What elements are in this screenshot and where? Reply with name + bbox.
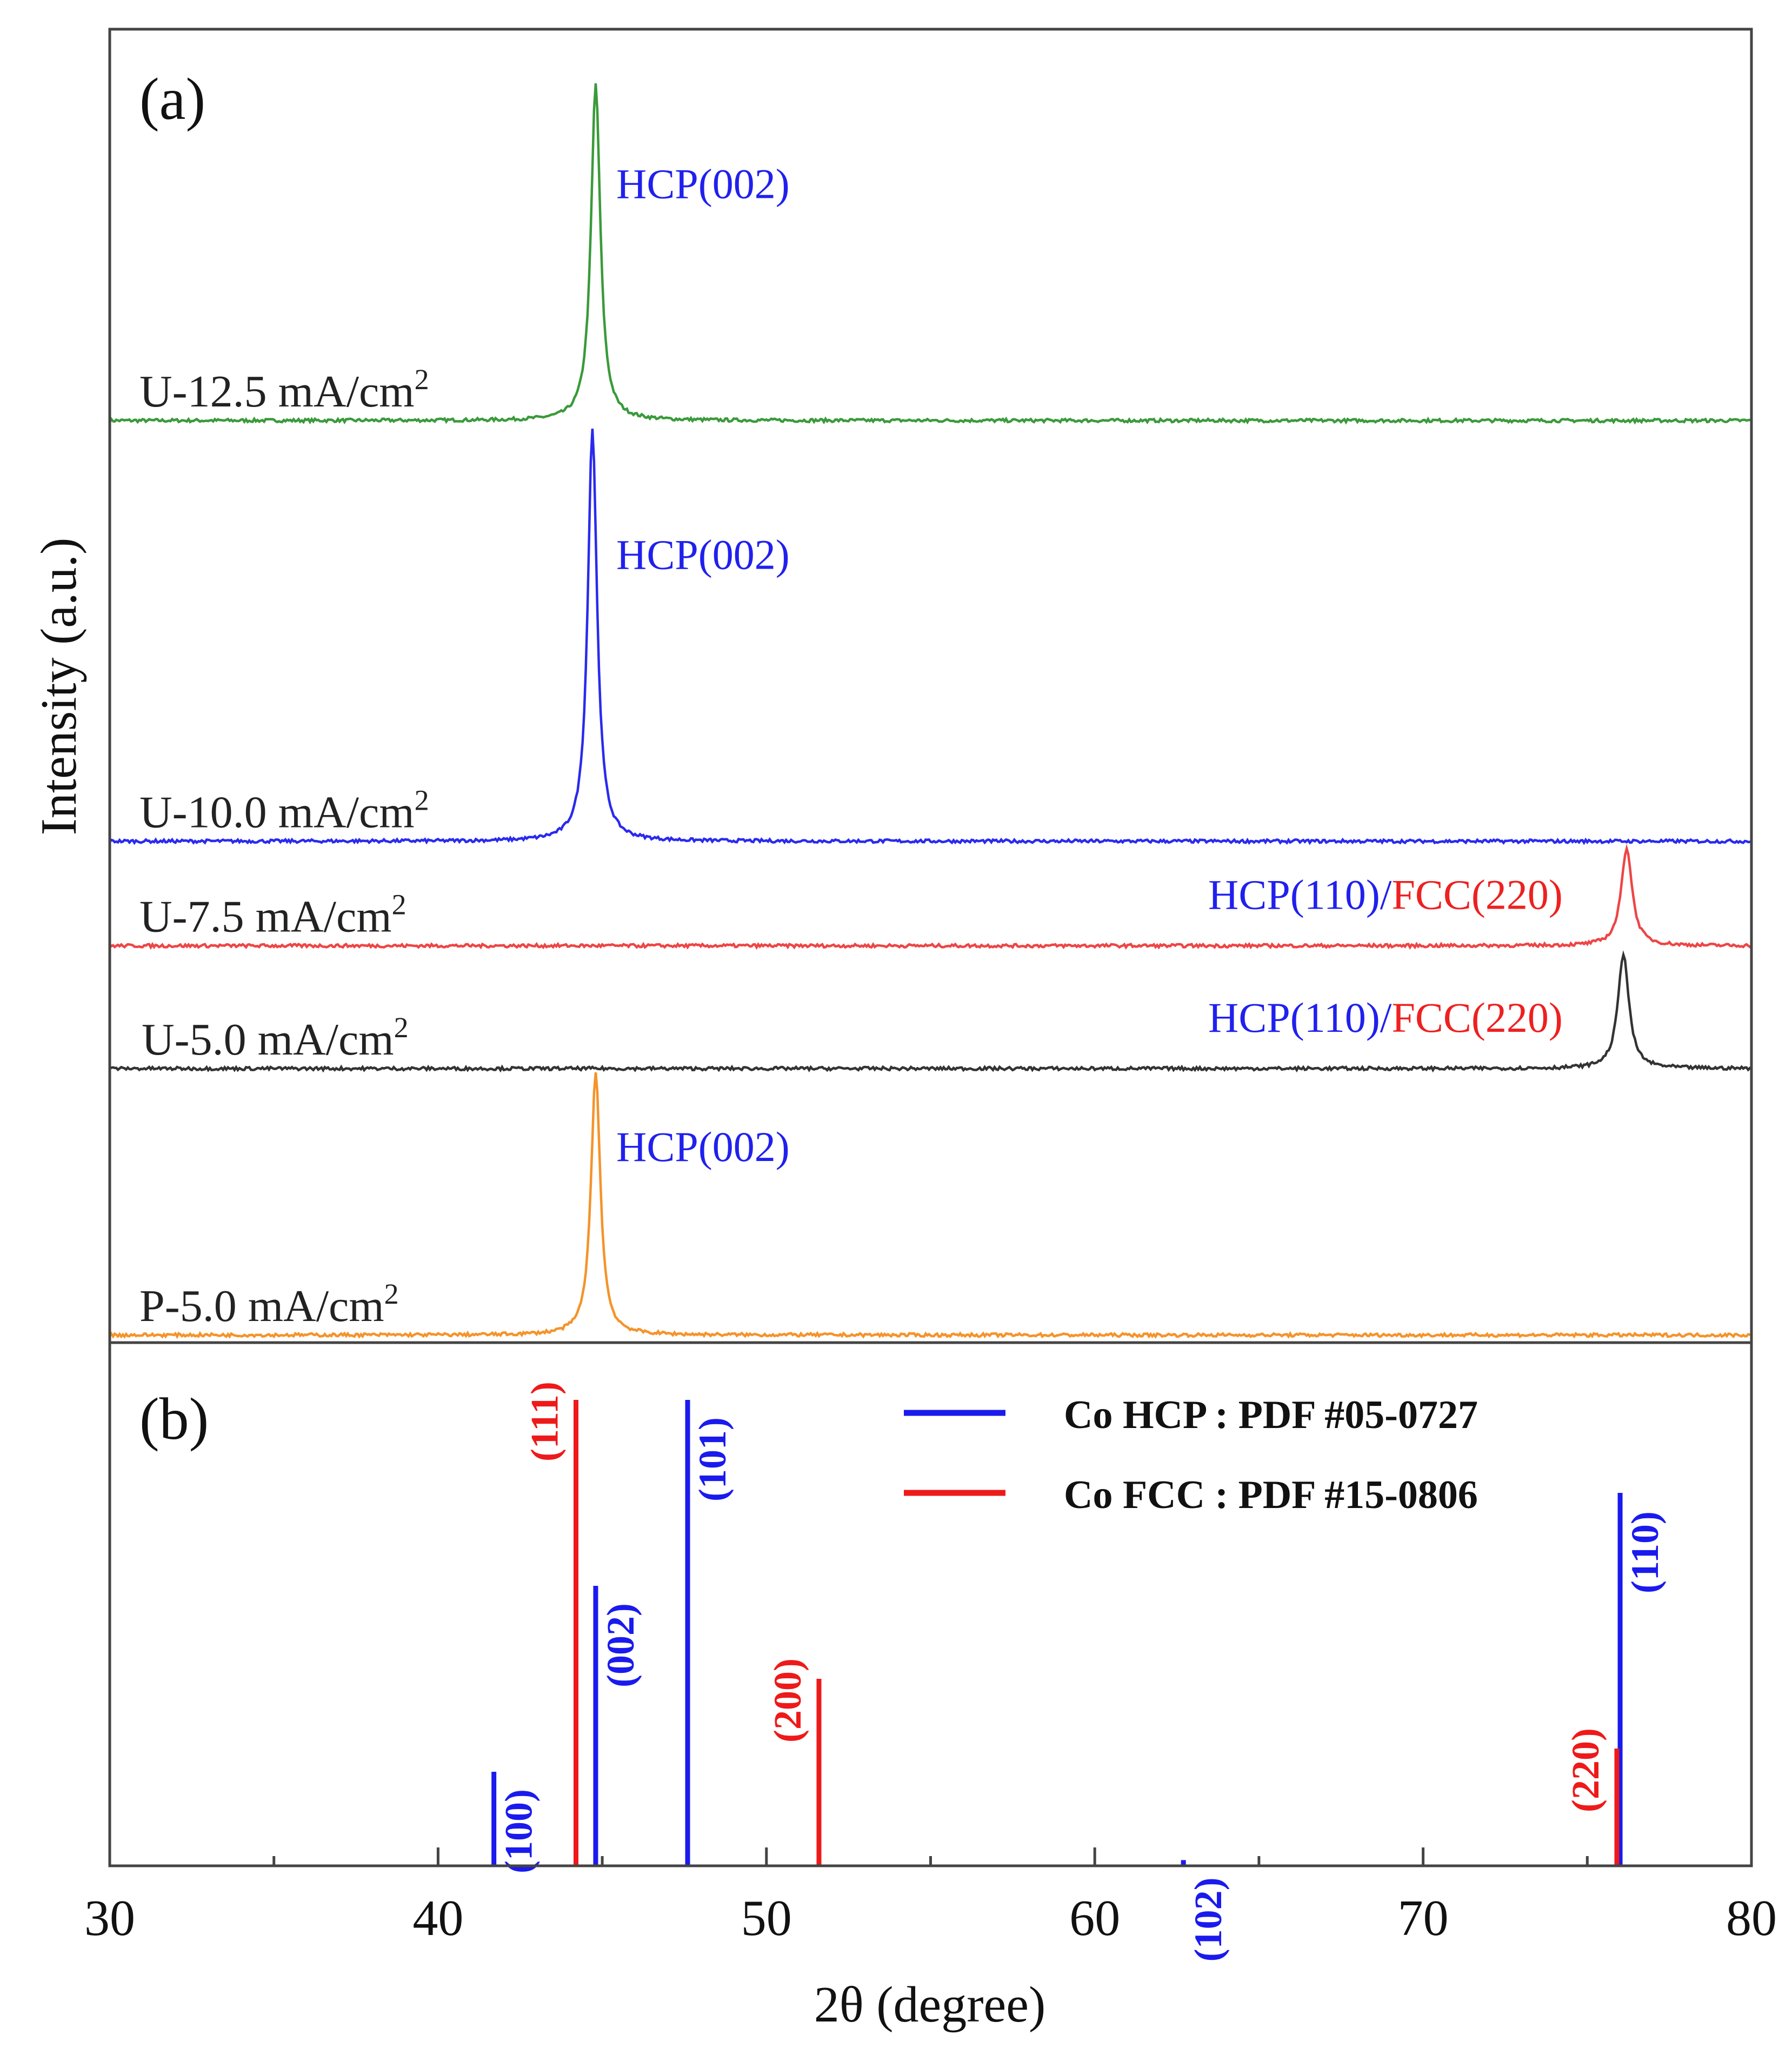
y-axis-label: Intensity (a.u.) bbox=[31, 538, 87, 836]
series-label-3: U-7.5 mA/cm2 bbox=[139, 889, 407, 942]
x-axis-label: 2θ (degree) bbox=[814, 1977, 1046, 2033]
series-label-5: P-5.0 mA/cm2 bbox=[139, 1278, 399, 1331]
pattern-line-1 bbox=[109, 83, 1752, 425]
panel-a-frame bbox=[108, 28, 1753, 1344]
panel-b-frame bbox=[108, 1341, 1753, 1867]
panel-a-label: (a) bbox=[139, 66, 205, 132]
ref-label-co-hcp-4: (102) bbox=[1187, 1877, 1230, 1961]
pattern-line-3 bbox=[109, 844, 1753, 950]
pattern-line-5 bbox=[109, 1072, 1752, 1339]
ref-label-co-fcc-1: (111) bbox=[523, 1382, 567, 1462]
panel-b-lines bbox=[491, 1400, 1623, 1865]
ref-label-co-hcp-2: (002) bbox=[599, 1603, 642, 1687]
ref-label-co-hcp-1: (100) bbox=[497, 1789, 541, 1873]
panel-a-labels: U-12.5 mA/cm2 HCP(002) U-10.0 mA/cm2 HCP(00… bbox=[139, 161, 1563, 1331]
legend-label-1: Co HCP : PDF #05-0727 bbox=[1064, 1393, 1478, 1437]
peak-annotation-5: HCP(002) bbox=[616, 1123, 790, 1170]
series-label-4: U-5.0 mA/cm2 bbox=[142, 1011, 409, 1065]
ref-label-co-hcp-3: (101) bbox=[691, 1417, 734, 1502]
panel-b-labels: (100) (002) (101) (102) (110) (111) (200) (220) bbox=[497, 1382, 1667, 1961]
x-tick-label-40: 40 bbox=[412, 1890, 463, 1946]
x-tick-label-50: 50 bbox=[741, 1890, 792, 1946]
panel-b-label: (b) bbox=[139, 1386, 209, 1452]
x-axis-ticks: 30 40 50 60 70 80 bbox=[84, 1847, 1777, 1946]
x-tick-label-60: 60 bbox=[1069, 1890, 1120, 1946]
legend-label-2: Co FCC : PDF #15-0806 bbox=[1064, 1473, 1478, 1517]
series-label-1: U-12.5 mA/cm2 bbox=[139, 363, 429, 417]
panel-a-series bbox=[109, 83, 1753, 1339]
ref-label-co-fcc-2: (200) bbox=[766, 1658, 809, 1743]
ref-label-co-hcp-5: (110) bbox=[1623, 1511, 1667, 1593]
peak-annotation-4: HCP(110)/FCC(220) bbox=[1208, 994, 1563, 1041]
peak-annotation-1: HCP(002) bbox=[616, 161, 790, 208]
pattern-line-2 bbox=[109, 428, 1752, 845]
legend: Co HCP : PDF #05-0727 Co FCC : PDF #15-08… bbox=[904, 1393, 1478, 1517]
series-label-2: U-10.0 mA/cm2 bbox=[139, 784, 429, 837]
x-tick-label-30: 30 bbox=[84, 1890, 135, 1946]
peak-annotation-3: HCP(110)/FCC(220) bbox=[1208, 871, 1563, 918]
pattern-line-4 bbox=[109, 950, 1753, 1073]
x-tick-label-80: 80 bbox=[1726, 1890, 1777, 1946]
x-tick-label-70: 70 bbox=[1398, 1890, 1449, 1946]
ref-label-co-fcc-3: (220) bbox=[1564, 1728, 1607, 1812]
peak-annotation-2: HCP(002) bbox=[616, 531, 790, 578]
